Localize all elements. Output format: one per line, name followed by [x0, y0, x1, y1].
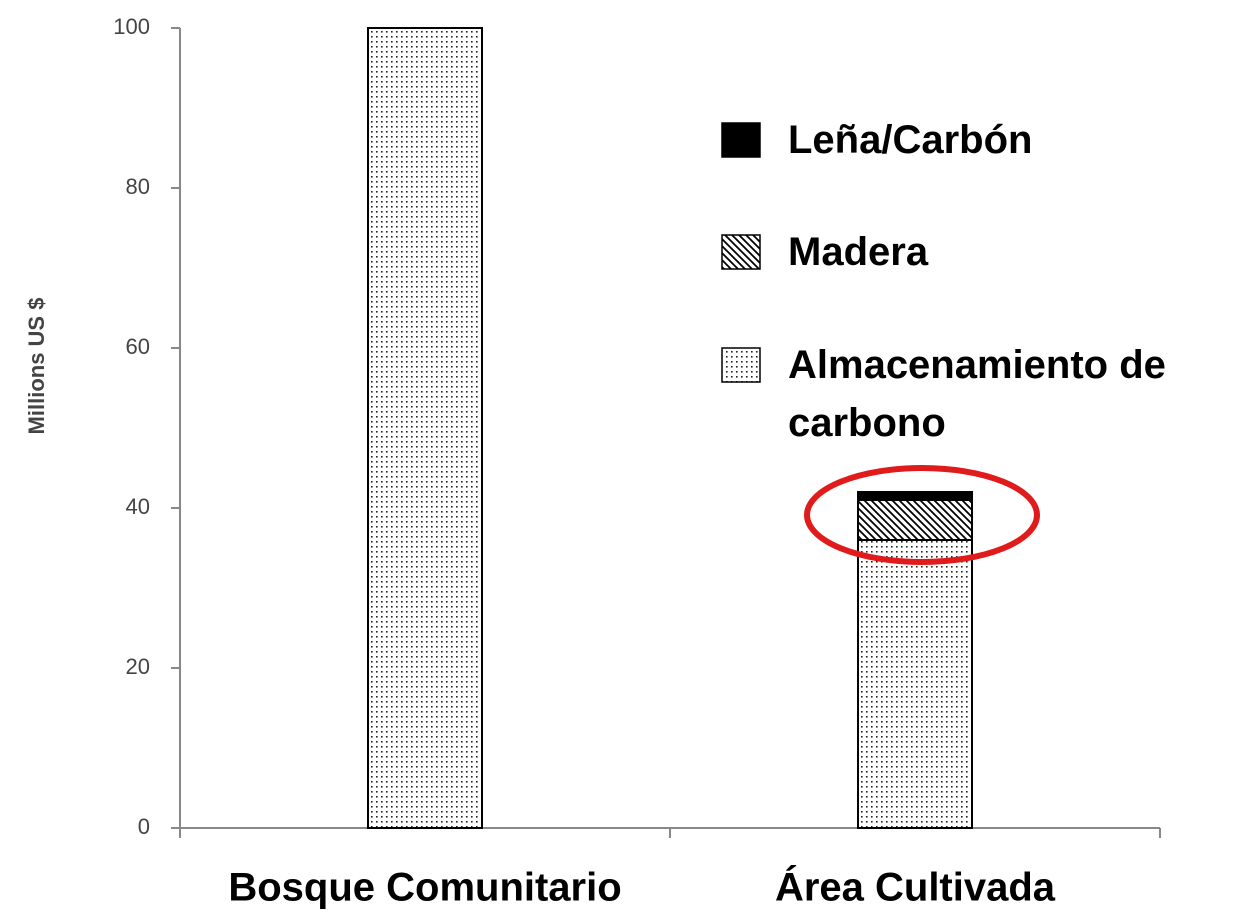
y-tick-label: 60 — [126, 334, 150, 359]
y-tick-label: 80 — [126, 174, 150, 199]
legend-swatch — [721, 347, 761, 383]
y-tick-label: 20 — [126, 654, 150, 679]
legend-label: Leña/Carbón — [788, 118, 1033, 162]
bar-segment — [367, 27, 483, 829]
bar-segment — [857, 491, 973, 501]
bar-segment — [857, 539, 973, 829]
highlight-ellipse — [804, 465, 1040, 565]
bar-segment — [857, 499, 973, 541]
legend-swatch — [721, 234, 761, 270]
y-axis-label: Millions US $ — [24, 298, 49, 435]
x-tick-label: Área Cultivada — [775, 865, 1056, 910]
y-tick-label: 0 — [138, 814, 150, 839]
legend-label: Almacenamiento de carbono — [788, 343, 1166, 445]
legend-label: Madera — [788, 230, 929, 274]
legend-swatch — [721, 122, 761, 158]
y-tick-label: 40 — [126, 494, 150, 519]
x-tick-label: Bosque Comunitario — [228, 866, 621, 910]
y-tick-label: 100 — [113, 14, 150, 39]
